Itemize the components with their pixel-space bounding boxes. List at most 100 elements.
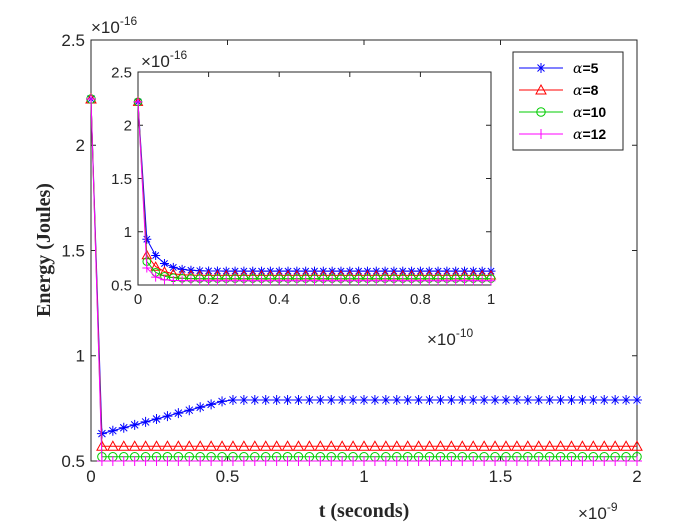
main-data-point — [500, 440, 512, 451]
inset-x-ticks: 0 0.2 0.4 0.6 0.8 1 — [134, 72, 495, 308]
main-data-point — [402, 394, 413, 405]
inset-x-exponent-label: ×10-10 — [427, 326, 474, 349]
main-x-tick-label: 1 — [359, 467, 368, 486]
inset-data-point — [336, 276, 346, 286]
main-series-group — [85, 92, 643, 466]
main-data-point — [151, 456, 162, 466]
main-data-point — [314, 440, 327, 451]
inset-data-point — [477, 276, 487, 286]
inset-data-point — [168, 275, 178, 285]
main-data-point — [434, 440, 447, 451]
main-data-point — [173, 456, 184, 466]
main-data-point — [402, 456, 413, 466]
main-data-point — [282, 394, 293, 405]
main-data-point — [118, 456, 129, 466]
main-data-point — [315, 394, 326, 405]
main-y-exponent-label: ×10-16 — [91, 14, 138, 37]
main-data-point — [140, 416, 151, 427]
main-data-point — [555, 394, 566, 405]
main-data-point — [554, 440, 567, 451]
main-data-point — [379, 440, 392, 451]
main-data-point — [293, 456, 304, 466]
inset-data-point — [133, 97, 143, 107]
inset-data-point — [327, 276, 337, 286]
main-data-point — [217, 396, 228, 407]
inset-data-point — [151, 272, 161, 282]
inset-y-tick-label: 2.5 — [111, 64, 132, 81]
main-data-point — [587, 440, 600, 451]
inset-data-point — [159, 258, 169, 268]
y-axis-label: Energy (Joules) — [33, 183, 55, 317]
main-data-point — [248, 440, 261, 451]
main-data-point — [304, 456, 315, 466]
main-data-point — [151, 413, 162, 424]
inset-data-point — [433, 276, 443, 286]
main-data-point — [521, 440, 534, 451]
main-data-point — [445, 440, 458, 451]
main-x-ticks: 0 0.5 1 1.5 2 — [86, 40, 642, 486]
main-data-point — [621, 394, 632, 405]
main-data-point — [456, 440, 469, 451]
main-data-point — [86, 93, 96, 104]
main-data-point — [303, 440, 316, 451]
main-data-point — [522, 456, 533, 466]
main-data-point — [588, 394, 599, 405]
inset-y-tick-label: 2 — [124, 118, 132, 135]
main-data-point — [468, 456, 479, 466]
main-data-point — [117, 440, 130, 451]
main-data-point — [369, 456, 380, 466]
inset-x-tick-label: 0.4 — [269, 291, 290, 308]
inset-y-ticks: 0.5 1 1.5 2 2.5 — [111, 64, 491, 294]
main-data-point — [467, 440, 480, 451]
main-x-tick-label: 1.5 — [489, 467, 513, 486]
main-data-point — [544, 456, 555, 466]
inset-data-point — [389, 276, 399, 286]
main-data-point — [281, 440, 294, 451]
main-data-point — [270, 440, 283, 451]
main-data-point — [500, 394, 511, 405]
inset-data-point — [142, 263, 152, 273]
main-data-point — [412, 440, 425, 451]
main-data-point — [259, 440, 272, 451]
main-data-point — [621, 456, 632, 466]
main-data-point — [326, 394, 337, 405]
main-data-point — [490, 394, 501, 405]
main-data-point — [96, 456, 107, 466]
inset-data-point — [221, 276, 231, 286]
main-data-point — [380, 394, 391, 405]
inset-data-point — [362, 276, 372, 286]
main-data-point — [107, 425, 118, 436]
main-data-point — [369, 394, 380, 405]
main-data-point — [446, 456, 457, 466]
main-data-point — [401, 440, 414, 451]
main-data-point — [172, 440, 185, 451]
main-data-point — [479, 394, 490, 405]
inset-y-tick-label: 1 — [124, 224, 132, 241]
main-y-tick-label: 0.5 — [61, 452, 85, 471]
inset-data-point — [212, 276, 222, 286]
main-data-point — [205, 440, 217, 451]
main-data-point — [555, 456, 566, 466]
inset-data-point — [310, 276, 319, 286]
main-data-point — [435, 394, 446, 405]
main-data-point — [194, 440, 207, 451]
main-data-point — [609, 440, 622, 451]
main-data-point — [632, 394, 642, 405]
inset-data-point — [230, 276, 240, 286]
legend-label: α=12 — [573, 126, 606, 143]
main-data-point — [337, 394, 348, 405]
main-data-point — [325, 440, 338, 451]
main-data-point — [478, 440, 490, 451]
main-data-point — [490, 456, 501, 466]
main-data-point — [413, 456, 424, 466]
inset-data-point — [257, 276, 267, 286]
main-data-point — [424, 456, 435, 466]
main-y-tick-label: 1 — [76, 347, 85, 366]
main-data-point — [446, 394, 457, 405]
main-data-point — [129, 456, 140, 466]
main-data-point — [118, 422, 129, 433]
main-data-point — [522, 394, 533, 405]
main-data-point — [359, 394, 369, 405]
main-data-point — [457, 456, 468, 466]
inset-y-tick-label: 0.5 — [111, 277, 132, 294]
